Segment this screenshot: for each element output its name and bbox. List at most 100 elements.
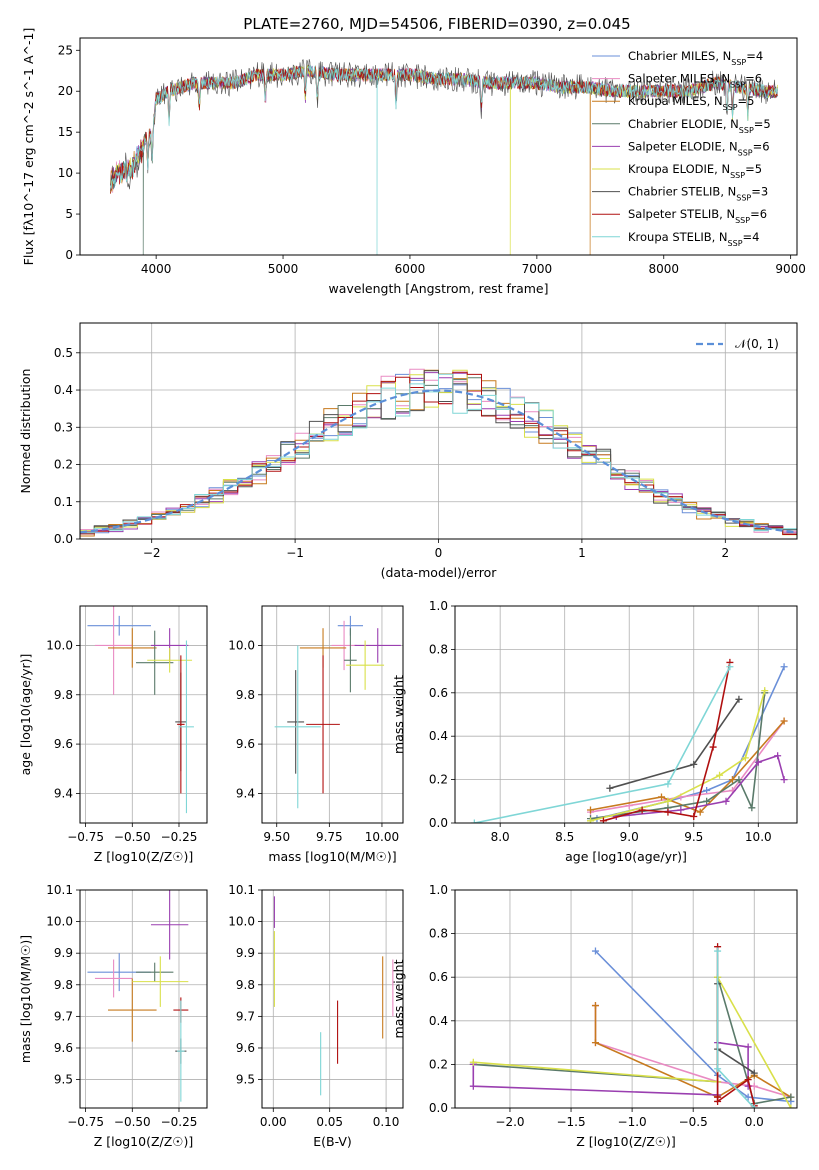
y-tick-label: 15 (58, 125, 73, 139)
y-tick-label: 9.9 (236, 946, 255, 960)
weight-marker (714, 1065, 722, 1073)
y-tick-label: 0.8 (429, 927, 448, 941)
legend-label: Salpeter ELODIE, NSSP=6 (628, 139, 770, 157)
y-tick-label: 0.3 (54, 420, 73, 434)
weight-marker (591, 1039, 599, 1047)
axes-frame (454, 605, 798, 824)
x-tick-label: −2.0 (495, 1115, 524, 1129)
y-tick-label: 9.7 (54, 1009, 73, 1023)
axes-frame (79, 889, 208, 1109)
x-tick-label: 9.5 (684, 830, 703, 844)
y-tick-label: 1.0 (429, 883, 448, 897)
x-tick-label: 10.00 (365, 830, 399, 844)
weight-marker (677, 806, 685, 814)
weight-marker (469, 1058, 477, 1066)
age_vs_mass-panel: 9.50 9.75 10.00 9.4 9.6 9.8 10.0 mass [log10(M/… (228, 605, 404, 864)
x-tick-label: 0.05 (316, 1115, 343, 1129)
axes-frame (454, 889, 798, 1109)
y-axis-label: Normed distribution (18, 369, 33, 494)
x-tick-label: 8.5 (555, 830, 574, 844)
weight-marker (780, 663, 788, 671)
weight-marker (469, 1082, 477, 1090)
x-tick-label: −0.25 (161, 1115, 198, 1129)
legend-label: Chabrier STELIB, NSSP=3 (628, 185, 768, 203)
weight-marker (591, 947, 599, 955)
x-tick-label: 7000 (522, 262, 553, 276)
y-tick-label: 10.0 (228, 915, 255, 929)
weight-line-5 (590, 690, 766, 822)
x-axis-label: Z [log10(Z/Z☉)] (94, 849, 194, 864)
y-tick-label: 9.6 (54, 1041, 73, 1055)
weight-marker (726, 663, 734, 671)
legend-label: 𝒩(0, 1) (735, 337, 779, 351)
weight-marker (690, 760, 698, 768)
weight-marker (587, 806, 595, 814)
weight-marker (750, 1082, 758, 1090)
x-tick-label: 0.0 (745, 1115, 764, 1129)
x-tick-label: −0.50 (114, 1115, 151, 1129)
x-tick-label: 10.0 (745, 830, 772, 844)
mass_vs_ebv-marks (273, 896, 394, 1096)
y-tick-label: 9.4 (236, 786, 255, 800)
legend-label: Salpeter STELIB, NSSP=6 (628, 207, 767, 225)
weight-marker (774, 752, 782, 760)
weight-marker (591, 1002, 599, 1010)
y-tick-label: 9.7 (236, 1009, 255, 1023)
spectrum-legend: Chabrier MILES, NSSP=4 Salpeter MILES, NS… (592, 49, 771, 247)
age_vs_Z-marks (87, 606, 194, 814)
y-axis-label: Flux [fλ10^-17 erg cm^-2 s^-1 A^-1] (21, 28, 36, 266)
mass_vs_ebv-panel: 0.00 0.05 0.10 9.5 9.6 9.7 9.8 9.9 10.0 10.1 E(B-V… (228, 883, 404, 1149)
weight-marker (741, 754, 749, 762)
y-tick-label: 0.6 (429, 970, 448, 984)
weight-marker (722, 797, 730, 805)
y-tick-label: 9.6 (236, 737, 255, 751)
legend-label: Chabrier MILES, NSSP=4 (628, 49, 763, 67)
weight-marker (664, 780, 672, 788)
legend-label: Kroupa ELODIE, NSSP=5 (628, 162, 762, 180)
y-tick-label: 9.8 (236, 688, 255, 702)
weight-marker (744, 1043, 752, 1051)
y-tick-label: 10.1 (46, 883, 73, 897)
y-tick-label: 10.0 (228, 638, 255, 652)
y-tick-label: 20 (58, 84, 73, 98)
weight-marker (714, 1097, 722, 1105)
y-tick-label: 5 (65, 207, 73, 221)
y-tick-label: 9.6 (236, 1041, 255, 1055)
x-axis-label: Z [log10(Z/Z☉)] (94, 1134, 194, 1149)
weight-marker (709, 743, 717, 751)
weight-marker (735, 695, 743, 703)
x-axis-label: Z [log10(Z/Z☉)] (576, 1134, 676, 1149)
weight-marker (750, 1104, 758, 1108)
x-tick-label: −1.0 (618, 1115, 647, 1129)
weight-marker (744, 1082, 752, 1090)
weight-marker (703, 786, 711, 794)
y-tick-label: 9.6 (54, 737, 73, 751)
y-tick-label: 0.4 (54, 383, 73, 397)
y-tick-label: 0.2 (429, 1057, 448, 1071)
y-tick-label: 0.4 (429, 729, 448, 743)
y-tick-label: 10.1 (228, 883, 255, 897)
spectrum-line-8 (110, 65, 778, 255)
x-tick-label: −0.75 (67, 1115, 104, 1129)
y-tick-label: 0.0 (54, 532, 73, 546)
x-tick-label: 8.0 (491, 830, 510, 844)
x-tick-label: 0 (435, 546, 443, 560)
x-tick-label: 9.0 (620, 830, 639, 844)
weight-marker (728, 776, 736, 784)
y-tick-label: 0.5 (54, 346, 73, 360)
y-tick-label: 9.4 (54, 786, 73, 800)
x-tick-label: 8000 (648, 262, 679, 276)
x-tick-label: −0.75 (67, 830, 104, 844)
weight-marker (754, 758, 762, 766)
weight-marker (470, 819, 478, 823)
mass_weight_vs_age-panel: 8.0 8.5 9.0 9.5 10.0 0.0 0.2 0.4 0.6 0.8 1.0 age [l… (391, 599, 798, 864)
legend-label: Kroupa MILES, NSSP=5 (628, 94, 754, 112)
y-tick-label: 9.9 (54, 946, 73, 960)
x-axis-label: (data-model)/error (381, 565, 498, 580)
weight-marker (780, 776, 788, 784)
x-tick-label: −0.50 (114, 830, 151, 844)
weight-marker (735, 776, 743, 784)
y-tick-label: 0 (65, 248, 73, 262)
residuals-marks (80, 368, 797, 537)
weight-marker (714, 947, 722, 955)
